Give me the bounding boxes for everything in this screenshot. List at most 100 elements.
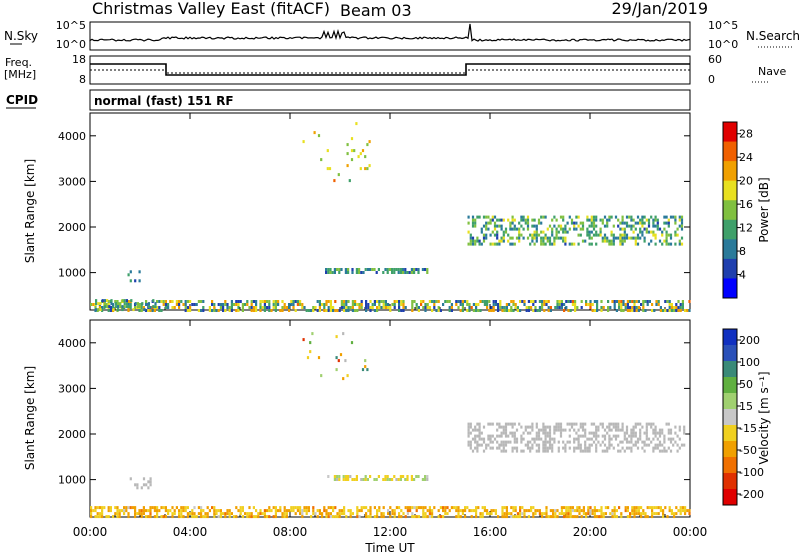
- range-cell: [366, 143, 369, 147]
- range-cell: [492, 300, 495, 303]
- range-cell: [619, 239, 622, 243]
- range-cell: [585, 512, 588, 516]
- range-cell: [623, 437, 626, 441]
- range-cell: [520, 233, 523, 237]
- range-cell: [343, 509, 346, 513]
- range-cell: [542, 236, 545, 240]
- range-cell: [504, 425, 508, 429]
- range-cell: [526, 440, 530, 444]
- range-cell: [505, 515, 508, 519]
- range-cell: [501, 509, 504, 513]
- range-cell: [557, 446, 560, 450]
- range-cell: [625, 425, 629, 429]
- range-cell: [537, 446, 541, 450]
- range-cell: [636, 422, 640, 426]
- range-cell: [531, 425, 534, 429]
- range-cell: [415, 475, 418, 478]
- range-cell: [149, 512, 152, 516]
- range-cell: [202, 306, 205, 309]
- range-cell: [667, 446, 670, 450]
- range-cell: [129, 477, 132, 481]
- range-cell: [500, 449, 503, 453]
- range-cell: [402, 268, 405, 271]
- range-cell: [357, 155, 360, 159]
- range-cell: [325, 515, 328, 519]
- range-cell: [119, 305, 122, 309]
- range-cell: [178, 300, 181, 303]
- range-cell: [652, 230, 655, 234]
- range-cell: [393, 306, 396, 309]
- range-cell: [632, 425, 635, 429]
- range-cell: [607, 309, 610, 312]
- range-cell: [250, 300, 253, 303]
- range-cell: [474, 425, 477, 429]
- range-cell: [595, 434, 598, 438]
- range-cell: [327, 506, 330, 510]
- range-cell: [546, 431, 549, 435]
- range-cell: [498, 422, 501, 426]
- range-cell: [215, 509, 218, 513]
- range-cell: [393, 475, 396, 478]
- range-cell: [186, 512, 189, 516]
- range-cell: [505, 306, 508, 309]
- range-cell: [373, 300, 376, 303]
- range-cell: [489, 218, 492, 222]
- range-cell: [554, 509, 557, 513]
- range-cell: [496, 428, 499, 432]
- range-cell: [384, 306, 387, 309]
- range-cell: [428, 506, 431, 510]
- range-cell: [472, 309, 475, 312]
- range-cell: [597, 425, 600, 429]
- range-cell: [197, 512, 200, 516]
- range-cell: [241, 515, 244, 519]
- range-cell: [551, 242, 554, 246]
- range-cell: [130, 299, 133, 303]
- range-cell: [565, 506, 568, 510]
- range-cell: [219, 509, 222, 513]
- range-cell: [507, 218, 510, 222]
- range-cell: [636, 215, 640, 219]
- colorbar-tick-label: 20: [739, 175, 753, 188]
- range-cell: [672, 443, 675, 447]
- range-cell: [658, 440, 662, 444]
- range-cell: [103, 305, 106, 309]
- range-cell: [606, 218, 609, 222]
- range-cell: [617, 434, 620, 438]
- range-cell: [496, 233, 499, 237]
- range-cell: [486, 303, 489, 306]
- range-cell: [395, 478, 398, 481]
- range-cell: [323, 509, 326, 513]
- range-cell: [224, 515, 227, 519]
- range-cell: [602, 306, 605, 309]
- range-cell: [680, 215, 684, 219]
- range-cell: [601, 218, 604, 222]
- nave-tick-high: 60: [708, 53, 722, 66]
- range-cell: [125, 302, 128, 306]
- range-cell: [464, 300, 467, 303]
- range-cell: [680, 236, 684, 240]
- range-cell: [564, 236, 567, 240]
- range-cell: [373, 268, 376, 271]
- range-cell: [576, 515, 579, 519]
- range-cell: [92, 303, 95, 306]
- range-cell: [620, 512, 623, 516]
- range-cell: [511, 434, 514, 438]
- range-cell: [586, 446, 589, 450]
- range-cell: [634, 242, 637, 246]
- range-cell: [606, 239, 609, 243]
- range-cell: [487, 221, 490, 225]
- range-cell: [334, 309, 337, 312]
- range-cell: [180, 509, 183, 513]
- range-cell: [514, 506, 517, 510]
- range-cell: [664, 309, 667, 312]
- range-cell: [529, 449, 532, 453]
- range-cell: [678, 239, 681, 243]
- range-cell: [294, 506, 297, 510]
- range-cell: [400, 509, 403, 513]
- range-cell: [420, 300, 423, 303]
- range-cell: [595, 233, 598, 237]
- range-cell: [471, 449, 475, 453]
- range-cell: [474, 242, 477, 246]
- range-cell: [325, 303, 328, 306]
- range-cell: [366, 268, 369, 271]
